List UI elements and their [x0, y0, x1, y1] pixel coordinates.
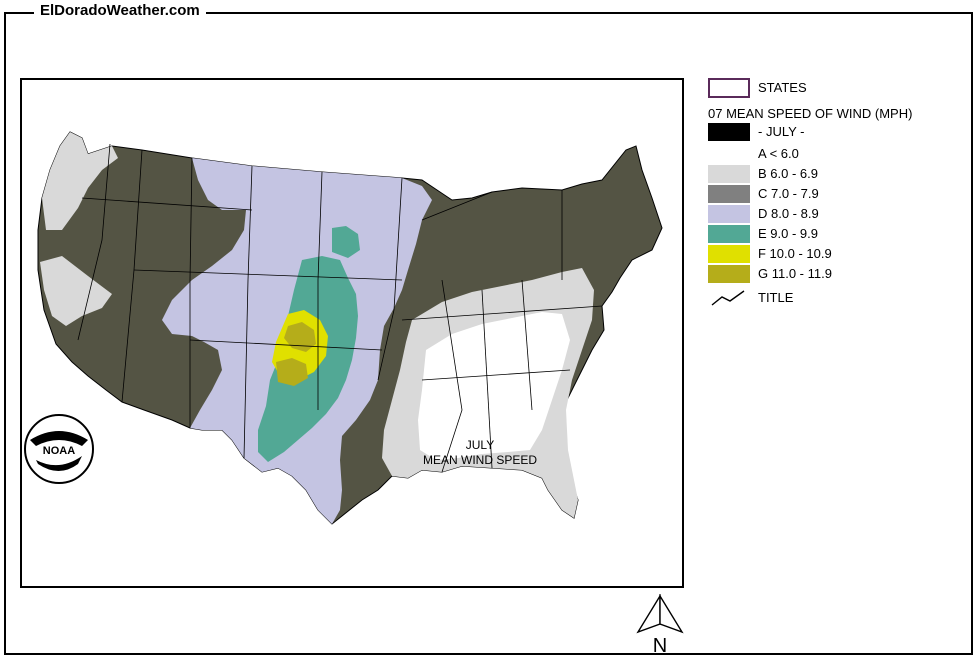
map-caption-month: JULY	[465, 438, 495, 452]
zone-g-kansas-core	[284, 322, 316, 352]
zone-e-dakota	[332, 226, 360, 258]
north-arrow-icon: N	[636, 594, 684, 656]
legend-title-label: TITLE	[758, 290, 794, 305]
legend-month-label: - JULY -	[758, 124, 805, 139]
us-wind-map	[37, 131, 663, 525]
legend-class-row: A < 6.0	[708, 144, 799, 164]
legend-class-row: F 10.0 - 10.9	[708, 244, 832, 264]
zone-b-california	[40, 256, 112, 326]
noaa-logo: NOAA	[24, 414, 94, 484]
states-swatch	[708, 78, 750, 98]
legend-class-label: D 8.0 - 8.9	[758, 206, 819, 221]
legend-class-label: G 11.0 - 11.9	[758, 266, 832, 281]
class-e-swatch	[708, 225, 750, 243]
legend-states-row: STATES	[708, 78, 807, 98]
zone-g-oklahoma-core	[276, 358, 308, 386]
map-caption: JULY MEAN WIND SPEED	[380, 438, 580, 468]
title-line-icon	[711, 290, 745, 306]
north-label: N	[653, 635, 667, 656]
class-a-swatch	[708, 145, 750, 163]
class-f-swatch	[708, 245, 750, 263]
legend-class-label: E 9.0 - 9.9	[758, 226, 818, 241]
legend-class-label: B 6.0 - 6.9	[758, 166, 818, 181]
legend-class-row: E 9.0 - 9.9	[708, 224, 818, 244]
legend-class-row: D 8.0 - 8.9	[708, 204, 819, 224]
zone-b-pacific-northwest	[42, 132, 118, 230]
map-panel	[20, 78, 684, 588]
map-caption-title: MEAN WIND SPEED	[422, 453, 537, 467]
legend-heading: 07 MEAN SPEED OF WIND (MPH)	[708, 106, 913, 121]
legend-states-label: STATES	[758, 80, 807, 95]
legend-class-row: B 6.0 - 6.9	[708, 164, 818, 184]
legend-class-label: C 7.0 - 7.9	[758, 186, 819, 201]
class-g-swatch	[708, 265, 750, 283]
legend-class-row: G 11.0 - 11.9	[708, 264, 832, 284]
zone-a-southeast	[418, 312, 570, 460]
legend-title-row: TITLE	[708, 288, 793, 308]
legend-class-label: F 10.0 - 10.9	[758, 246, 832, 261]
site-title: ElDoradoWeather.com	[34, 2, 206, 20]
state-boundaries	[77, 143, 603, 473]
outer-frame	[4, 12, 973, 655]
legend-class-row: C 7.0 - 7.9	[708, 184, 819, 204]
legend-class-label: A < 6.0	[758, 146, 799, 161]
legend-month-row: - JULY -	[708, 122, 804, 142]
class-b-swatch	[708, 165, 750, 183]
legend-heading-row: 07 MEAN SPEED OF WIND (MPH)	[708, 104, 912, 124]
noaa-logo-text: NOAA	[43, 445, 75, 457]
class-c-swatch	[708, 185, 750, 203]
month-swatch	[708, 123, 750, 141]
class-d-swatch	[708, 205, 750, 223]
